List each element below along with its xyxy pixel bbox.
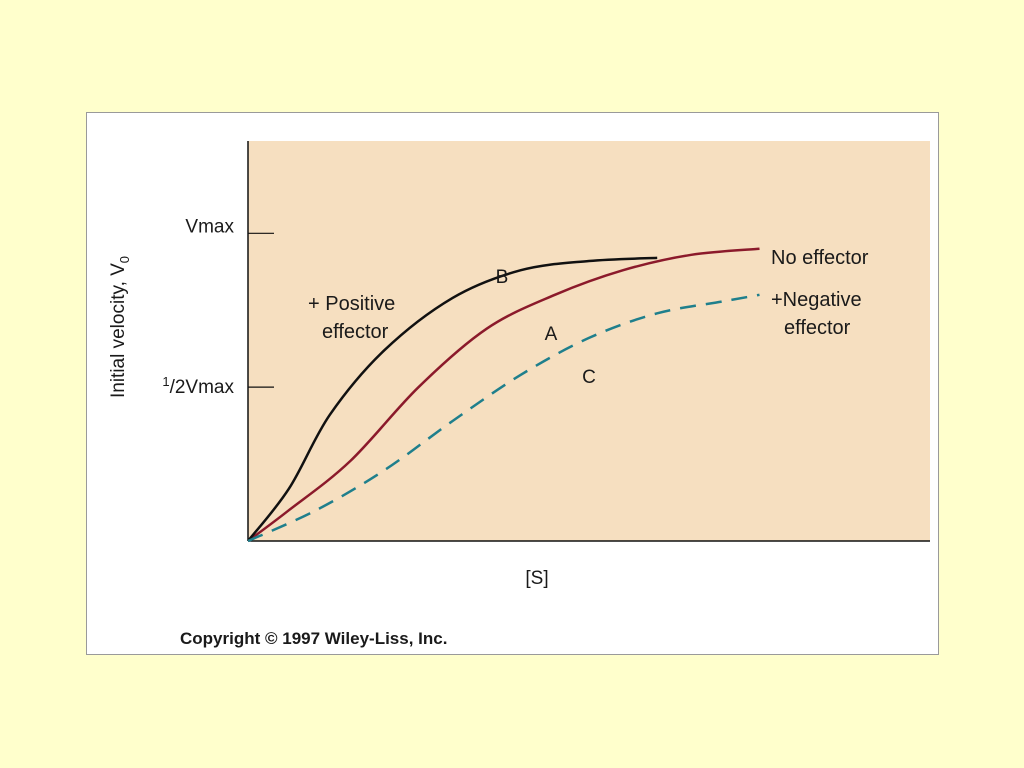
label-positive-effector-line2: effector: [322, 321, 389, 343]
figure-card: Vmax 1/2Vmax Initial velocity, V0 [S] B …: [86, 112, 939, 655]
label-positive-effector-line1: + Positive: [308, 293, 395, 315]
y-axis-label-main: Initial velocity, V: [108, 263, 129, 398]
series-line-no-effector: [247, 247, 760, 543]
half-vmax-main: /2Vmax: [170, 377, 235, 398]
half-vmax-superscript: 1: [162, 374, 169, 389]
series-line-positive-effector: [247, 256, 658, 542]
chart: Vmax 1/2Vmax Initial velocity, V0 [S] B …: [108, 141, 930, 589]
curve-letter-a: A: [545, 324, 558, 345]
y-tick-label-vmax: Vmax: [185, 216, 234, 237]
label-negative-effector-line1: +Negative: [771, 289, 862, 311]
x-axis-label: [S]: [525, 568, 548, 589]
curve-letter-b: B: [496, 267, 509, 288]
curve-letter-c: C: [582, 367, 596, 388]
copyright-notice: Copyright © 1997 Wiley-Liss, Inc.: [180, 629, 448, 648]
y-axis-label-sub: 0: [117, 256, 132, 263]
y-axis-label: Initial velocity, V0: [108, 256, 132, 398]
series-line-negative-effector: [247, 293, 760, 543]
y-tick-label-half-vmax: 1/2Vmax: [162, 374, 234, 398]
label-negative-effector-line2: effector: [784, 317, 851, 339]
plot-area: [248, 141, 930, 541]
label-no-effector: No effector: [771, 247, 869, 269]
